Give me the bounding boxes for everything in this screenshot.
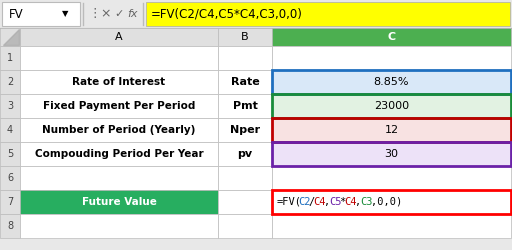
- Polygon shape: [3, 29, 19, 45]
- Text: 7: 7: [7, 197, 13, 207]
- Text: FV: FV: [9, 8, 24, 20]
- Bar: [218, 142, 272, 166]
- Bar: [146, 2, 510, 26]
- Bar: [20, 94, 218, 118]
- Bar: [20, 118, 218, 142]
- Text: B: B: [241, 32, 249, 42]
- Bar: [0, 118, 20, 142]
- Text: *: *: [339, 197, 346, 207]
- Bar: [272, 70, 511, 94]
- Bar: [218, 118, 272, 142]
- Text: Future Value: Future Value: [81, 197, 157, 207]
- Text: pv: pv: [238, 149, 252, 159]
- Bar: [272, 94, 511, 118]
- Bar: [0, 28, 20, 46]
- Bar: [20, 190, 218, 214]
- Bar: [272, 190, 511, 214]
- Bar: [272, 190, 511, 214]
- Bar: [218, 214, 272, 238]
- Text: 2: 2: [7, 77, 13, 87]
- Text: ⋮: ⋮: [88, 8, 100, 20]
- Text: ,: ,: [355, 197, 361, 207]
- Text: C: C: [388, 32, 396, 42]
- Bar: [0, 142, 20, 166]
- Text: Compouding Period Per Year: Compouding Period Per Year: [35, 149, 203, 159]
- Bar: [20, 214, 218, 238]
- Text: 8.85%: 8.85%: [374, 77, 409, 87]
- Text: C5: C5: [329, 197, 342, 207]
- Bar: [218, 28, 272, 46]
- Text: 3: 3: [7, 101, 13, 111]
- Text: ,0,0): ,0,0): [371, 197, 402, 207]
- Bar: [272, 70, 511, 94]
- Text: fx: fx: [127, 9, 138, 19]
- Text: 5: 5: [7, 149, 13, 159]
- Text: 4: 4: [7, 125, 13, 135]
- Text: ✓: ✓: [114, 9, 123, 19]
- Bar: [272, 94, 511, 118]
- Text: =FV(C2/C4,C5*C4,C3,0,0): =FV(C2/C4,C5*C4,C3,0,0): [151, 8, 303, 20]
- Bar: [272, 28, 511, 46]
- Bar: [0, 70, 20, 94]
- Bar: [2, 2, 80, 26]
- Text: Fixed Payment Per Period: Fixed Payment Per Period: [43, 101, 195, 111]
- Bar: [272, 142, 511, 166]
- Text: =FV(: =FV(: [277, 197, 302, 207]
- Bar: [0, 166, 20, 190]
- Text: 1: 1: [7, 53, 13, 63]
- Bar: [272, 166, 511, 190]
- Bar: [0, 214, 20, 238]
- Text: Number of Period (Yearly): Number of Period (Yearly): [42, 125, 196, 135]
- Text: 12: 12: [385, 125, 398, 135]
- Text: 8: 8: [7, 221, 13, 231]
- Bar: [218, 70, 272, 94]
- Text: 30: 30: [385, 149, 398, 159]
- Bar: [272, 214, 511, 238]
- Bar: [20, 166, 218, 190]
- Text: ▼: ▼: [62, 10, 69, 18]
- Text: Nper: Nper: [230, 125, 260, 135]
- Text: /: /: [308, 197, 314, 207]
- Text: Rate: Rate: [230, 77, 260, 87]
- Text: C2: C2: [298, 197, 310, 207]
- Text: 6: 6: [7, 173, 13, 183]
- Text: 23000: 23000: [374, 101, 409, 111]
- Text: Pmt: Pmt: [232, 101, 258, 111]
- Bar: [272, 118, 511, 142]
- Bar: [218, 46, 272, 70]
- Bar: [272, 142, 511, 166]
- Text: C3: C3: [360, 197, 373, 207]
- Bar: [218, 190, 272, 214]
- Text: ,: ,: [324, 197, 330, 207]
- Bar: [20, 28, 218, 46]
- Bar: [20, 142, 218, 166]
- Bar: [20, 46, 218, 70]
- Text: Rate of Interest: Rate of Interest: [72, 77, 165, 87]
- Bar: [218, 166, 272, 190]
- Bar: [272, 46, 511, 70]
- Bar: [0, 94, 20, 118]
- Bar: [0, 46, 20, 70]
- Text: A: A: [115, 32, 123, 42]
- Text: C4: C4: [313, 197, 326, 207]
- Text: C4: C4: [345, 197, 357, 207]
- Bar: [218, 94, 272, 118]
- Bar: [0, 0, 512, 28]
- Bar: [0, 190, 20, 214]
- Text: ×: ×: [100, 8, 111, 20]
- Bar: [20, 70, 218, 94]
- Bar: [272, 118, 511, 142]
